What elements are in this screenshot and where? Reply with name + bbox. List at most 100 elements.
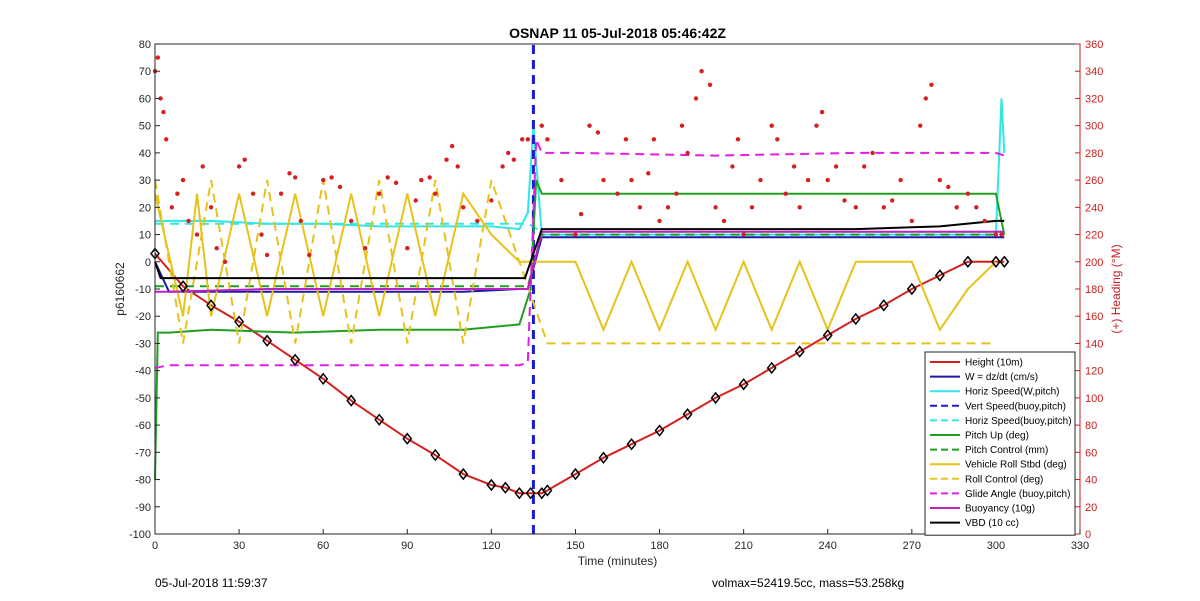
y2-tick-label: 100 — [1085, 393, 1103, 405]
heading-point — [264, 252, 270, 258]
heading-point — [791, 164, 797, 169]
y2-tick-label: 120 — [1085, 366, 1103, 378]
heading-point — [363, 246, 368, 251]
heading-point — [186, 218, 191, 224]
series-line-7 — [154, 191, 997, 333]
y-tick-label: -80 — [135, 475, 151, 487]
heading-point — [337, 184, 343, 190]
height-marker — [430, 448, 441, 462]
heading-point — [175, 191, 180, 196]
legend-label: Height (10m) — [965, 358, 1023, 369]
height-marker — [934, 269, 945, 282]
heading-point — [161, 109, 166, 115]
heading-point — [329, 175, 334, 180]
legend-label: Buoyancy (10g) — [965, 504, 1035, 515]
y-axis-label: p6160662 — [113, 262, 127, 316]
heading-point — [578, 211, 584, 217]
heading-point — [730, 164, 735, 169]
y-tick-label: -20 — [135, 311, 151, 323]
height-marker — [990, 255, 1001, 268]
height-marker — [794, 345, 805, 358]
height-marker — [906, 282, 917, 296]
heading-point — [377, 191, 382, 196]
x-tick-label: 60 — [317, 540, 329, 552]
heading-point — [194, 232, 200, 237]
heading-point — [833, 164, 839, 169]
heading-point — [405, 246, 410, 251]
heading-point — [637, 205, 643, 210]
heading-point — [929, 82, 934, 88]
x-tick-label: 270 — [903, 540, 921, 552]
height-marker — [486, 478, 497, 492]
heading-point — [954, 205, 959, 210]
height-marker — [598, 451, 609, 464]
y2-tick-label: 340 — [1085, 66, 1103, 78]
heading-point — [222, 259, 228, 264]
y-tick-label: 0 — [145, 257, 151, 269]
plot-area — [150, 44, 1010, 534]
series-line-5 — [154, 179, 1006, 480]
heading-point — [259, 232, 264, 237]
y2-tick-label: 260 — [1085, 175, 1103, 187]
y-tick-label: -40 — [135, 366, 151, 378]
y-tick-label: -90 — [135, 502, 151, 514]
y-tick-label: 50 — [139, 121, 151, 133]
y-tick-label: -10 — [135, 284, 151, 296]
heading-point — [982, 218, 987, 224]
heading-point — [385, 175, 390, 180]
heading-point — [413, 198, 418, 203]
heading-point — [825, 177, 830, 183]
heading-point — [461, 205, 466, 210]
y2-tick-label: 160 — [1085, 311, 1103, 323]
x-tick-label: 90 — [401, 540, 413, 552]
heading-point — [842, 198, 847, 203]
height-marker — [178, 280, 188, 293]
heading-point — [937, 177, 942, 183]
heading-point — [909, 218, 914, 224]
heading-point — [721, 218, 727, 224]
heading-point — [685, 150, 690, 156]
heading-point — [735, 137, 741, 142]
heading-point — [601, 177, 606, 183]
heading-point — [797, 205, 802, 210]
series-line-11 — [154, 219, 1005, 280]
y-tick-label: -100 — [129, 529, 151, 541]
heading-point — [449, 143, 455, 149]
chart-title: OSNAP 11 05-Jul-2018 05:46:42Z — [509, 25, 726, 41]
heading-point — [200, 164, 205, 169]
y-tick-label: -50 — [135, 393, 151, 405]
heading-point — [539, 123, 544, 128]
heading-point — [805, 177, 811, 183]
x-tick-label: 240 — [819, 540, 837, 552]
height-marker — [682, 408, 693, 421]
heading-point — [180, 177, 186, 183]
legend-label: Horiz Speed(W,pitch) — [965, 387, 1059, 398]
heading-point — [974, 205, 979, 210]
heading-point — [679, 123, 685, 128]
heading-point — [455, 164, 460, 169]
y2-tick-label: 80 — [1085, 420, 1097, 432]
legend-label: Roll Control (deg) — [965, 474, 1043, 485]
heading-point — [169, 205, 174, 210]
y-tick-label: 70 — [139, 66, 151, 78]
heading-point — [699, 69, 704, 74]
heading-point — [278, 191, 284, 196]
heading-point — [520, 137, 525, 142]
y-tick-label: -30 — [135, 338, 151, 350]
legend-label: Pitch Up (deg) — [965, 431, 1029, 442]
x-tick-label: 30 — [233, 540, 245, 552]
heading-point — [393, 180, 399, 185]
heading-point — [646, 171, 651, 176]
y2-tick-label: 180 — [1085, 284, 1103, 296]
heading-point — [427, 175, 432, 180]
x-tick-label: 210 — [734, 540, 752, 552]
legend-box — [924, 351, 1076, 536]
legend-label: Pitch Control (mm) — [965, 445, 1048, 456]
heading-point — [489, 198, 494, 203]
heading-point — [444, 157, 449, 162]
x-tick-label: 300 — [987, 540, 1005, 552]
heading-point — [665, 205, 671, 210]
height-marker — [654, 424, 665, 437]
x-tick-label: 330 — [1071, 540, 1089, 552]
height-marker — [542, 484, 553, 497]
